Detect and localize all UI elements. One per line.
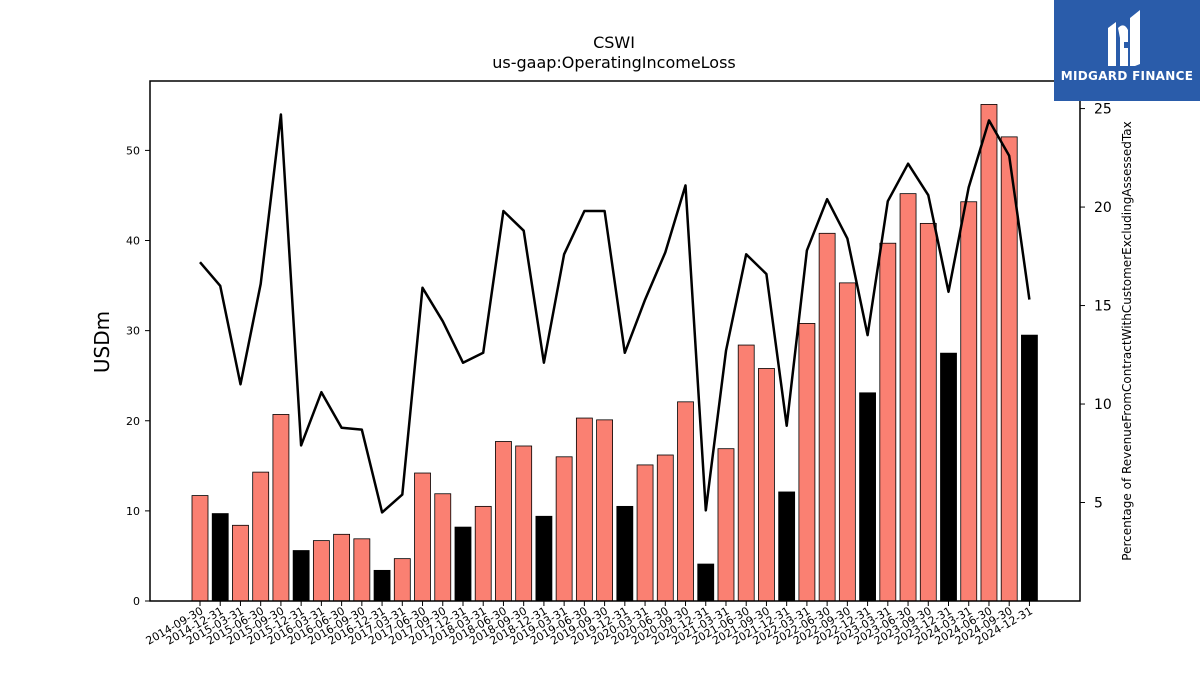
bar bbox=[899, 193, 917, 602]
brand-mark-icon bbox=[1108, 10, 1140, 66]
bar bbox=[697, 563, 715, 602]
bar bbox=[535, 515, 553, 602]
bar bbox=[758, 368, 775, 602]
bar bbox=[495, 441, 512, 602]
bar bbox=[393, 558, 411, 602]
y-tick-label: 40 bbox=[126, 235, 140, 248]
bar bbox=[677, 401, 694, 602]
y-axis-right-label: Percentage of RevenueFromContractWithCus… bbox=[1120, 121, 1134, 560]
y-right-tick-label: 20 bbox=[1094, 200, 1112, 216]
bar bbox=[778, 491, 796, 602]
bar bbox=[474, 505, 492, 602]
bar bbox=[333, 533, 351, 602]
bar bbox=[434, 493, 452, 602]
bar bbox=[252, 471, 270, 602]
bar bbox=[272, 414, 290, 602]
bar bbox=[555, 456, 573, 602]
y-tick-label: 50 bbox=[126, 144, 140, 157]
bar bbox=[191, 495, 209, 602]
bar bbox=[596, 419, 613, 602]
bar bbox=[919, 222, 937, 602]
brand-name: MIDGARD FINANCE bbox=[1060, 69, 1194, 83]
bar bbox=[717, 448, 735, 602]
y-tick-label: 20 bbox=[126, 415, 140, 428]
bar bbox=[798, 323, 816, 602]
y-right-tick-label: 10 bbox=[1094, 397, 1112, 413]
chart-title: CSWI bbox=[593, 33, 635, 52]
bar bbox=[292, 550, 310, 602]
bar bbox=[211, 513, 229, 602]
bar bbox=[818, 232, 836, 602]
plot-frame bbox=[149, 80, 1081, 602]
brand-logo: MIDGARD FINANCE bbox=[1054, 0, 1200, 101]
y-right-tick-label: 15 bbox=[1094, 299, 1112, 315]
bar bbox=[616, 505, 634, 602]
line-series bbox=[199, 113, 1031, 514]
y-right-tick-label: 5 bbox=[1094, 496, 1103, 512]
bar bbox=[312, 540, 330, 602]
bar bbox=[838, 282, 856, 602]
bar bbox=[960, 201, 978, 602]
line-group bbox=[199, 113, 1031, 514]
bar bbox=[353, 538, 371, 602]
bar bbox=[940, 352, 957, 602]
bar bbox=[879, 242, 897, 602]
bar bbox=[454, 526, 472, 602]
bar bbox=[232, 524, 249, 602]
chart-subtitle: us-gaap:OperatingIncomeLoss bbox=[492, 53, 736, 72]
y-tick-label: 0 bbox=[133, 595, 140, 608]
bar bbox=[414, 472, 431, 602]
bar bbox=[515, 445, 533, 602]
bar bbox=[636, 464, 654, 602]
bar bbox=[1000, 136, 1018, 602]
y-axis-label: USDm bbox=[90, 311, 114, 373]
bar bbox=[737, 344, 755, 602]
bar bbox=[373, 569, 391, 602]
y-right-tick-label: 25 bbox=[1094, 102, 1112, 118]
bar bbox=[575, 417, 593, 602]
bars-group bbox=[191, 104, 1038, 602]
bar bbox=[1021, 334, 1038, 602]
bar bbox=[980, 104, 998, 602]
y-tick-label: 30 bbox=[126, 325, 140, 338]
axes-group: 010203040505101520252014-09-302014-12-31… bbox=[126, 80, 1112, 648]
bar bbox=[859, 392, 876, 602]
bar bbox=[656, 454, 674, 602]
y-tick-label: 10 bbox=[126, 505, 140, 518]
